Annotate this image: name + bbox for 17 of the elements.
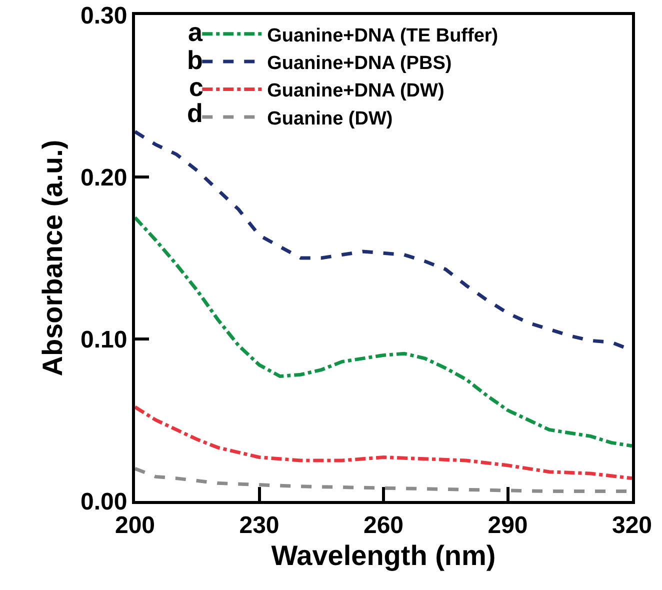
annotation: b	[187, 45, 203, 75]
legend-label: Guanine+DNA (DW)	[267, 80, 444, 102]
x-axis-title: Wavelength (nm)	[271, 540, 496, 571]
legend-label: Guanine+DNA (PBS)	[267, 52, 452, 74]
line-series	[135, 216, 632, 448]
x-tick-label: 320	[612, 512, 652, 539]
x-tick-label: 260	[363, 512, 404, 539]
y-axis-title: Absorbance (a.u.)	[37, 140, 68, 376]
legend-label: Guanine+DNA (TE Buffer)	[267, 25, 498, 46]
line-series	[135, 405, 632, 480]
y-tick-label: 0.10	[80, 326, 128, 354]
annotation: a	[188, 17, 203, 47]
x-tick-label: 230	[239, 512, 280, 539]
y-tick-label: 0.20	[80, 164, 128, 192]
legend-label: Guanine (DW)	[267, 108, 393, 130]
y-tick-label: 0.30	[80, 2, 128, 30]
x-tick-label: 290	[488, 512, 528, 539]
